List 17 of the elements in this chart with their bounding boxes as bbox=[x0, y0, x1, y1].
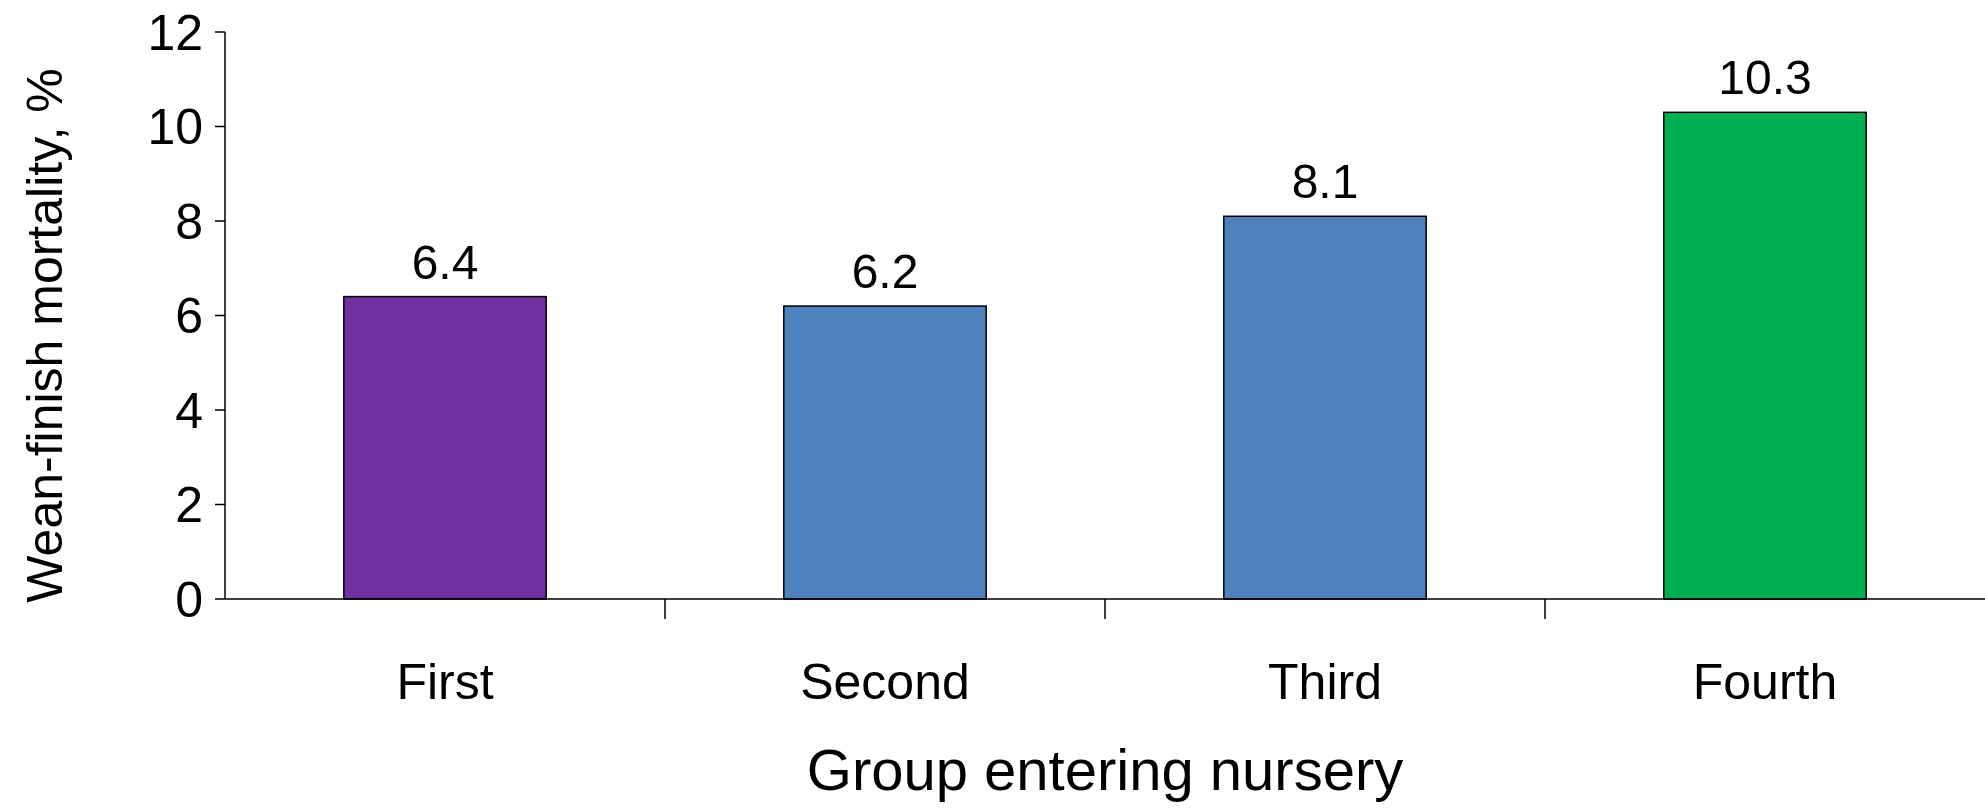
x-tick-label: Third bbox=[1268, 654, 1382, 710]
data-label: 6.2 bbox=[851, 245, 919, 299]
y-tick-label: 0 bbox=[175, 571, 203, 628]
y-tick-label: 10 bbox=[147, 99, 203, 155]
y-tick-label: 4 bbox=[175, 382, 203, 439]
data-label: 10.3 bbox=[1718, 51, 1812, 105]
y-tick-label: 2 bbox=[175, 477, 203, 533]
y-tick-label: 6 bbox=[175, 288, 203, 344]
y-axis-title: Wean-finish mortality, % bbox=[17, 68, 73, 603]
x-axis-title: Group entering nursery bbox=[806, 737, 1404, 802]
x-tick-label: Second bbox=[800, 654, 970, 710]
x-tick-label: First bbox=[396, 654, 494, 710]
x-tick-label: Fourth bbox=[1692, 654, 1838, 710]
data-label: 8.1 bbox=[1291, 155, 1359, 209]
y-tick-label: 12 bbox=[147, 4, 203, 61]
y-tick-label: 8 bbox=[175, 193, 203, 250]
data-label: 6.4 bbox=[411, 235, 479, 289]
